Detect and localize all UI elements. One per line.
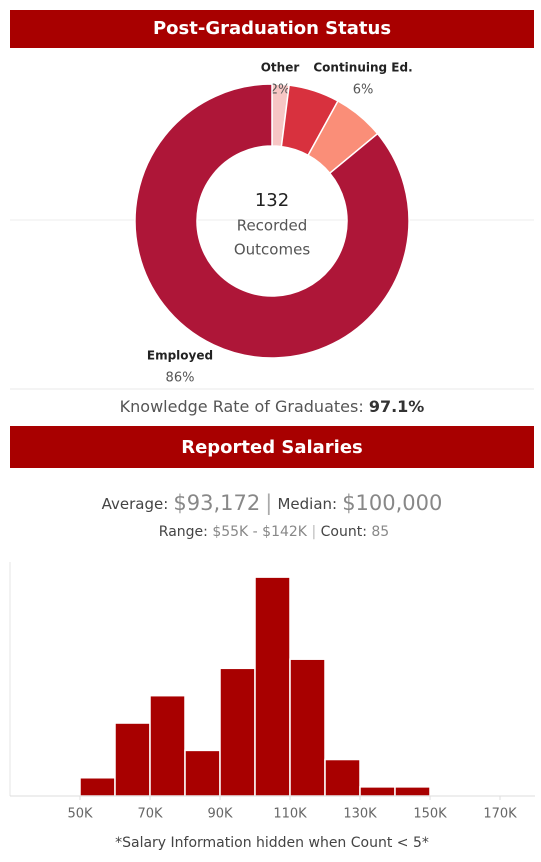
header-bar	[10, 10, 534, 48]
knowledge-rate: Knowledge Rate of Graduates: 97.1%	[120, 397, 425, 416]
median-label: Median:	[277, 495, 337, 513]
center-label: Recorded	[237, 217, 308, 235]
donut-slice	[134, 83, 410, 359]
salary-summary-line: Average: $93,172 | Median: $100,000	[102, 491, 443, 516]
header-bar	[10, 426, 534, 468]
x-tick-label: 150K	[413, 807, 447, 822]
histogram-bar	[254, 576, 291, 797]
range-label: Range:	[159, 524, 208, 540]
hist-title: Reported Salaries	[181, 437, 363, 458]
separator: |	[311, 524, 316, 540]
x-tick-label: 130K	[343, 807, 377, 822]
slice-label: Continuing Ed.	[313, 61, 412, 75]
count-label: Count:	[321, 524, 367, 540]
histogram-bar	[289, 658, 326, 797]
range-value: $55K - $142K	[212, 524, 307, 540]
knowledge-rate-label: Knowledge Rate of Graduates:	[120, 397, 364, 416]
histogram-bar	[359, 786, 396, 797]
histogram: 50K 70K 90K 110K 130K 150K 170K	[67, 576, 517, 822]
donut-chart: Other 2% Continuing Ed. 6% Employed 86% 132 Rec…	[134, 61, 413, 386]
slice-value: 2%	[270, 83, 291, 98]
footnote: *Salary Information hidden when Count < …	[115, 835, 429, 851]
x-tick-label: 110K	[273, 807, 307, 822]
average-label: Average:	[102, 495, 169, 513]
histogram-bar	[184, 749, 221, 797]
count-value: 85	[371, 524, 389, 540]
histogram-bar	[114, 722, 151, 797]
x-tick-label: 70K	[137, 807, 163, 822]
slice-label: Other	[261, 61, 300, 75]
x-tick-label: 50K	[67, 807, 93, 822]
histogram-bar	[219, 667, 256, 797]
salary-range-line: Range: $55K - $142K | Count: 85	[159, 524, 389, 540]
slice-label: Employed	[147, 349, 213, 363]
slice-value: 86%	[166, 371, 195, 386]
pie-title: Post-Graduation Status	[153, 18, 391, 39]
median-value: $100,000	[342, 491, 442, 515]
x-tick-label: 90K	[207, 807, 233, 822]
center-label: Outcomes	[234, 241, 310, 259]
histogram-bar	[394, 786, 431, 797]
slice-value: 6%	[353, 83, 374, 98]
histogram-bar	[79, 777, 116, 797]
histogram-bar	[149, 694, 186, 797]
separator: |	[265, 491, 272, 516]
average-value: $93,172	[173, 491, 260, 515]
knowledge-rate-value: 97.1%	[369, 397, 425, 416]
center-value: 132	[255, 190, 289, 211]
histogram-bar	[324, 758, 361, 797]
x-tick-label: 170K	[483, 807, 517, 822]
